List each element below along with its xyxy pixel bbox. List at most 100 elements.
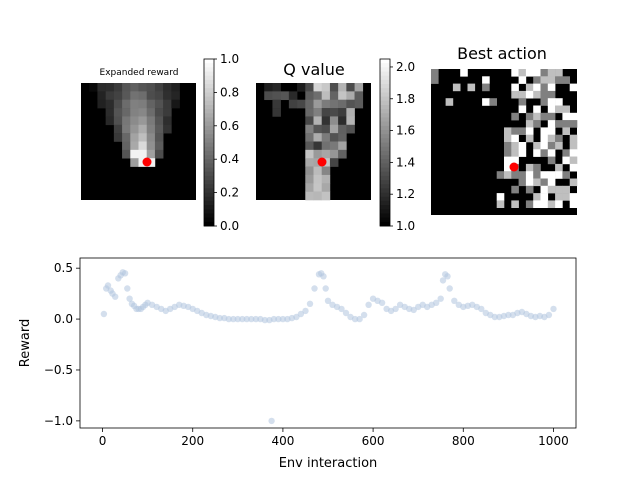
- expanded-reward-colorbar: 0.0 0.2 0.4 0.6 0.8 1.0: [203, 52, 239, 233]
- heatmap-cell: [540, 69, 549, 77]
- heatmap-cell: [346, 124, 355, 134]
- scatter-point: [248, 315, 255, 323]
- heatmap-cell: [511, 171, 519, 179]
- scatter-point: [351, 315, 359, 323]
- heatmap-cell: [540, 149, 549, 157]
- heatmap-cell: [525, 134, 534, 143]
- heatmap-cell: [338, 149, 347, 159]
- scatter-point: [410, 306, 417, 314]
- heatmap-cell: [504, 127, 512, 135]
- heatmap-cell: [504, 163, 512, 172]
- heatmap-cell: [146, 83, 156, 92]
- heatmap-cell: [146, 149, 156, 159]
- heatmap-cell: [305, 108, 314, 117]
- heatmap-cell: [431, 69, 439, 77]
- agent-position-marker: [509, 162, 519, 172]
- heatmap-cell: [288, 91, 298, 101]
- heatmap-cell: [130, 124, 139, 134]
- heatmap-cell: [305, 124, 314, 134]
- heatmap-cell: [547, 98, 556, 106]
- heatmap-cell: [518, 142, 527, 150]
- heatmap-cell: [555, 134, 563, 143]
- q-value-colorbar: 1.0 1.2 1.4 1.6 1.8 2.0: [379, 58, 415, 233]
- heatmap-cell: [163, 83, 172, 92]
- scatter-point: [437, 295, 444, 302]
- heatmap-cell: [569, 83, 578, 92]
- scatter-point: [279, 315, 287, 323]
- heatmap-cell: [525, 69, 534, 77]
- colorbar-tick-label: 1.6: [396, 124, 415, 138]
- heatmap-cell: [569, 134, 578, 143]
- heatmap-cell: [305, 149, 314, 159]
- heatmap-cell: [113, 133, 123, 142]
- heatmap-cell: [329, 141, 339, 151]
- heatmap-cell: [518, 127, 527, 135]
- heatmap-cell: [533, 105, 541, 114]
- heatmap-cell: [130, 158, 139, 167]
- heatmap-cell: [297, 99, 306, 109]
- heatmap-cell: [338, 108, 347, 117]
- heatmap-cell: [533, 149, 541, 157]
- heatmap-cell: [354, 83, 364, 92]
- heatmap-cell: [154, 124, 164, 134]
- heatmap-cell: [525, 83, 534, 92]
- heatmap-cell: [146, 108, 156, 117]
- heatmap-cell: [305, 158, 314, 167]
- heatmap-cell: [138, 83, 148, 92]
- heatmap-cell: [569, 120, 578, 128]
- heatmap-cell: [154, 83, 164, 92]
- heatmap-cell: [562, 127, 570, 135]
- heatmap-cell: [533, 142, 541, 150]
- heatmap-cell: [163, 116, 172, 126]
- heatmap-cell: [569, 163, 578, 172]
- heatmap-cell: [547, 76, 556, 84]
- heatmap-cell: [313, 166, 323, 176]
- heatmap-cell: [504, 171, 512, 179]
- x-tick-label: 600: [362, 434, 385, 448]
- x-tick-label: 0: [99, 434, 107, 448]
- heatmap-cell: [533, 69, 541, 77]
- scatter-point: [126, 295, 133, 302]
- scatter-point: [322, 285, 329, 292]
- heatmap-cell: [511, 200, 519, 208]
- heatmap-cell: [525, 120, 534, 128]
- q-value-title: Q value: [283, 60, 344, 79]
- y-tick-label: 0.0: [54, 312, 73, 326]
- heatmap-cell: [540, 112, 549, 121]
- heatmap-cell: [547, 112, 556, 121]
- heatmap-cell: [346, 83, 355, 92]
- heatmap-cell: [297, 83, 306, 92]
- heatmap-cell: [445, 98, 454, 106]
- agent-position-marker: [317, 157, 327, 167]
- heatmap-cell: [533, 193, 541, 201]
- heatmap-cell: [511, 185, 519, 194]
- heatmap-cell: [555, 171, 563, 179]
- heatmap-cell: [562, 193, 570, 201]
- heatmap-cell: [321, 191, 331, 201]
- heatmap-cell: [547, 90, 556, 99]
- heatmap-cell: [496, 200, 505, 208]
- x-tick-label: 400: [271, 434, 294, 448]
- scatter-point: [545, 311, 553, 319]
- heatmap-cell: [496, 193, 505, 201]
- colorbar-tick-label: 1.4: [396, 155, 415, 169]
- heatmap-cell: [305, 133, 314, 142]
- scatter-point: [505, 311, 512, 319]
- heatmap-cell: [305, 183, 314, 192]
- heatmap-cell: [540, 98, 549, 106]
- panel-expanded-reward: Expanded reward 0.0 0.2 0.4 0.6 0.8 1.0: [81, 52, 239, 233]
- heatmap-cell: [163, 99, 172, 109]
- scatter-point: [100, 310, 108, 318]
- heatmap-cell: [354, 99, 364, 109]
- scatter-point: [225, 315, 232, 323]
- heatmap-cell: [511, 90, 519, 99]
- heatmap-cell: [540, 127, 549, 135]
- heatmap-cell: [540, 83, 549, 92]
- heatmap-cell: [321, 149, 331, 159]
- heatmap-cell: [97, 83, 106, 92]
- heatmap-cell: [130, 141, 139, 151]
- heatmap-cell: [518, 69, 527, 77]
- heatmap-cell: [504, 149, 512, 157]
- heatmap-cell: [504, 134, 512, 143]
- heatmap-cell: [154, 91, 164, 101]
